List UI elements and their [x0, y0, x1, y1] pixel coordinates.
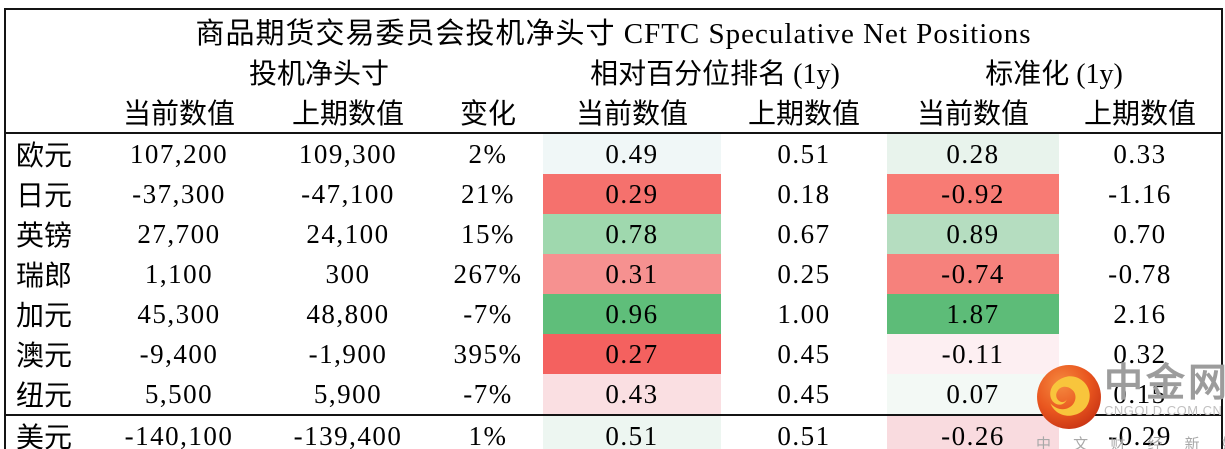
row-label: 纽元: [16, 381, 73, 412]
empty-corner-cell: [5, 52, 95, 92]
cell-pct-previous: 0.45: [777, 338, 831, 369]
cell-std-previous: 0.70: [1113, 218, 1167, 249]
table-row-gbp: 英镑 27,700 24,100 15% 0.78 0.67 0.89 0.70: [5, 214, 1222, 254]
cell-pct-previous: 0.67: [777, 218, 831, 249]
cell-std-previous: -0.78: [1108, 258, 1172, 289]
cell-std-current: 0.89: [887, 214, 1059, 254]
cell-std-current: 1.87: [887, 294, 1059, 334]
cell-std-previous: -1.16: [1108, 178, 1172, 209]
cell-change: 21%: [461, 178, 515, 209]
subheader-std-previous: 上期数值: [1059, 92, 1223, 134]
column-group-row: 投机净头寸 相对百分位排名 (1y) 标准化 (1y): [5, 52, 1222, 92]
cell-spec-previous: 24,100: [306, 218, 390, 249]
row-label: 瑞郎: [16, 261, 73, 292]
cell-pct-previous: 0.51: [721, 414, 887, 449]
group-header-speculative: 投机净头寸: [248, 59, 389, 90]
cell-change: 2%: [468, 138, 508, 169]
cell-std-previous: 0.33: [1113, 138, 1167, 169]
cell-std-current: 0.07: [887, 374, 1059, 415]
cell-spec-current: -9,400: [139, 338, 219, 369]
row-label: 英镑: [16, 221, 73, 252]
cell-spec-previous: 48,800: [306, 298, 390, 329]
group-header-percentile: 相对百分位排名 (1y): [590, 59, 840, 90]
cell-spec-previous: -139,400: [263, 414, 433, 449]
cell-std-previous: -0.29: [1059, 414, 1223, 449]
subheader-std-current: 当前数值: [887, 92, 1059, 134]
table-row-aud: 澳元 -9,400 -1,900 395% 0.27 0.45 -0.11 0.…: [5, 334, 1222, 374]
cell-change: -7%: [463, 298, 513, 329]
table-row-chf: 瑞郎 1,100 300 267% 0.31 0.25 -0.74 -0.78: [5, 254, 1222, 294]
table-title: 商品期货交易委员会投机净头寸 CFTC Speculative Net Posi…: [195, 18, 1032, 50]
title-row: 商品期货交易委员会投机净头寸 CFTC Speculative Net Posi…: [5, 9, 1222, 52]
table-header: 商品期货交易委员会投机净头寸 CFTC Speculative Net Posi…: [5, 9, 1223, 134]
cell-pct-current: 0.78: [543, 214, 721, 254]
subheader-pct-previous: 上期数值: [721, 92, 887, 134]
cell-std-current: 0.28: [887, 133, 1059, 174]
cell-pct-previous: 0.18: [777, 178, 831, 209]
row-label: 澳元: [16, 341, 73, 372]
cell-pct-current: 0.49: [543, 133, 721, 174]
cell-std-current: -0.26: [887, 414, 1059, 449]
cell-spec-previous: -47,100: [301, 178, 395, 209]
cell-spec-current: 107,200: [129, 138, 229, 169]
cell-std-current: -0.11: [887, 334, 1059, 374]
cell-pct-previous: 0.45: [777, 378, 831, 409]
cell-spec-current: 45,300: [137, 298, 221, 329]
cell-change: 267%: [453, 258, 523, 289]
cell-std-current: -0.74: [887, 254, 1059, 294]
table-row-jpy: 日元 -37,300 -47,100 21% 0.29 0.18 -0.92 -…: [5, 174, 1222, 214]
table-row-eur: 欧元 107,200 109,300 2% 0.49 0.51 0.28 0.3…: [5, 133, 1222, 174]
watermark-brand: 中金网: [1104, 362, 1225, 405]
table-row-usd: 美元 -140,100 -139,400 1% 0.51 0.51 -0.26 …: [5, 414, 1223, 449]
cell-pct-previous: 0.51: [777, 138, 831, 169]
subheader-spec-current: 当前数值: [95, 92, 263, 134]
cell-std-previous: 2.16: [1113, 298, 1167, 329]
cell-spec-previous: 5,900: [313, 378, 383, 409]
cell-std-previous: 0.32: [1113, 338, 1167, 369]
watermark-domain: CNGOLD.COM.CN: [1104, 403, 1223, 418]
cngold-logo-icon: [1037, 365, 1101, 429]
group-header-standardized: 标准化 (1y): [985, 59, 1123, 90]
cell-spec-current: 27,700: [137, 218, 221, 249]
cell-spec-previous: 109,300: [298, 138, 398, 169]
cell-spec-current: -140,100: [95, 414, 263, 449]
cell-change: -7%: [463, 378, 513, 409]
cell-spec-current: 5,500: [144, 378, 214, 409]
table-row-cad: 加元 45,300 48,800 -7% 0.96 1.00 1.87 2.16: [5, 294, 1222, 334]
cell-pct-current: 0.31: [543, 254, 721, 294]
empty-corner-cell: [5, 92, 95, 134]
table-row-nzd: 纽元 5,500 5,900 -7% 0.43 0.45 0.07 0.15: [5, 374, 1222, 415]
cngold-watermark: 中金网 CNGOLD.COM.CN 中 文 财 经 新 媒 体: [1036, 364, 1225, 449]
cell-change: 395%: [453, 338, 523, 369]
cell-pct-previous: 0.25: [777, 258, 831, 289]
cell-pct-current: 0.43: [543, 374, 721, 415]
cell-spec-previous: -1,900: [308, 338, 388, 369]
row-label: 美元: [5, 414, 95, 449]
cell-change: 1%: [433, 414, 543, 449]
cell-pct-current: 0.27: [543, 334, 721, 374]
subheader-change: 变化: [433, 92, 543, 134]
subheader-pct-current: 当前数值: [543, 92, 721, 134]
cell-spec-previous: 300: [325, 258, 371, 289]
subheader-spec-previous: 上期数值: [263, 92, 433, 134]
watermark-tagline: 中 文 财 经 新 媒 体: [1036, 436, 1225, 449]
cell-pct-current: 0.96: [543, 294, 721, 334]
row-label: 日元: [16, 181, 73, 212]
cell-std-previous: 0.15: [1113, 378, 1167, 409]
cell-pct-previous: 1.00: [777, 298, 831, 329]
cell-pct-current: 0.51: [543, 414, 721, 449]
row-label: 欧元: [16, 141, 73, 172]
cell-std-current: -0.92: [887, 174, 1059, 214]
cell-spec-current: 1,100: [144, 258, 214, 289]
cftc-positions-table: 商品期货交易委员会投机净头寸 CFTC Speculative Net Posi…: [4, 8, 1224, 449]
cell-pct-current: 0.29: [543, 174, 721, 214]
row-label: 加元: [16, 301, 73, 332]
cell-spec-current: -37,300: [132, 178, 226, 209]
sub-header-row: 当前数值 上期数值 变化 当前数值 上期数值 当前数值 上期数值: [5, 92, 1223, 134]
cell-change: 15%: [461, 218, 515, 249]
